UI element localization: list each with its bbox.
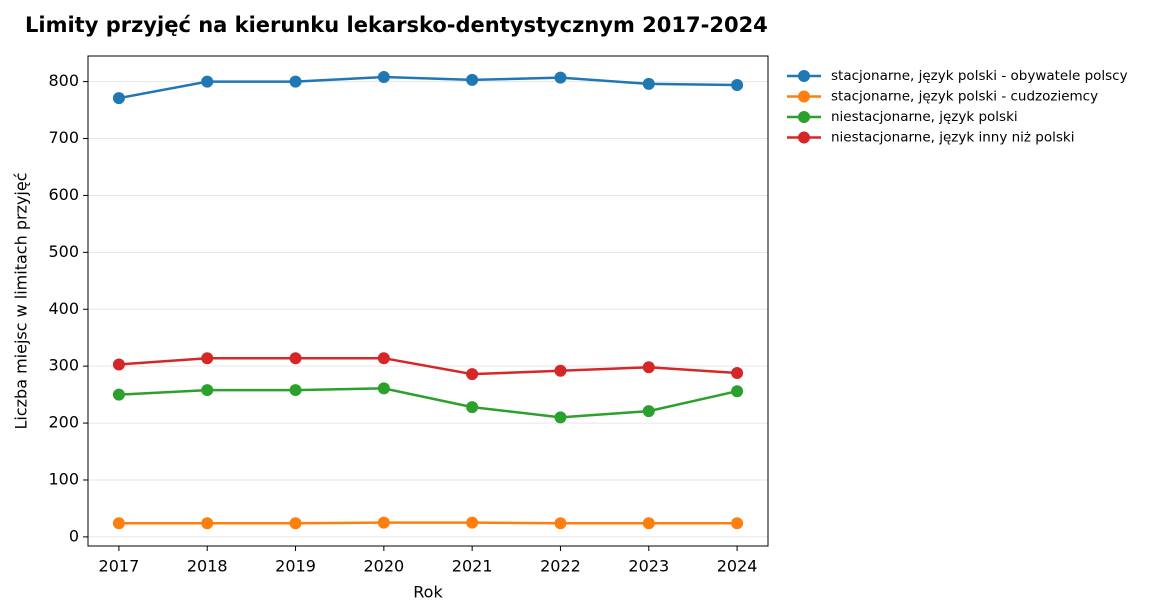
data-point (201, 517, 214, 530)
y-tick-label: 0 (69, 526, 79, 545)
legend-label: niestacjonarne, język inny niż polski (831, 130, 1074, 146)
data-point (377, 352, 390, 365)
x-tick-label: 2019 (275, 557, 316, 576)
y-tick-label: 400 (48, 299, 79, 318)
y-tick-label: 200 (48, 413, 79, 432)
data-point (201, 352, 214, 365)
data-point (642, 77, 655, 90)
data-point (642, 517, 655, 530)
data-point (466, 401, 479, 414)
x-tick-label: 2024 (717, 557, 758, 576)
data-point (554, 71, 567, 84)
data-point (289, 517, 302, 530)
data-point (642, 361, 655, 374)
data-point (112, 388, 125, 401)
x-tick-label: 2022 (540, 557, 581, 576)
legend-label: niestacjonarne, język polski (831, 109, 1018, 125)
data-point (289, 75, 302, 88)
legend-label: stacjonarne, język polski - obywatele po… (831, 68, 1128, 84)
data-point (201, 384, 214, 397)
y-tick-label: 700 (48, 128, 79, 147)
data-point (554, 517, 567, 530)
data-point (731, 385, 744, 398)
y-tick-label: 100 (48, 469, 79, 488)
data-point (377, 516, 390, 529)
data-point (642, 405, 655, 418)
data-point (112, 517, 125, 530)
legend-marker (798, 70, 810, 82)
chart-title: Limity przyjęć na kierunku lekarsko-dent… (25, 13, 768, 37)
data-point (377, 382, 390, 395)
data-point (289, 352, 302, 365)
legend-label: stacjonarne, język polski - cudzoziemcy (831, 89, 1098, 105)
legend-marker (798, 131, 810, 144)
data-point (112, 92, 125, 105)
data-point (112, 358, 125, 371)
x-tick-label: 2020 (363, 557, 404, 576)
data-point (201, 75, 214, 88)
data-point (466, 516, 479, 529)
y-axis-label: Liczba miejsc w limitach przyjęć (12, 172, 31, 429)
x-tick-label: 2017 (99, 557, 140, 576)
series-line (118, 521, 738, 525)
legend-marker (798, 111, 810, 123)
series-line (118, 356, 738, 376)
data-point (466, 73, 479, 86)
x-tick-label: 2023 (628, 557, 669, 576)
x-tick-label: 2018 (187, 557, 228, 576)
legend-marker (798, 90, 810, 103)
data-point (731, 366, 744, 379)
x-axis-label: Rok (413, 583, 443, 600)
data-point (289, 384, 302, 397)
series-line (118, 387, 738, 419)
series-line (118, 75, 738, 100)
data-point (731, 517, 744, 530)
y-tick-label: 600 (48, 185, 79, 204)
y-tick-label: 300 (48, 356, 79, 375)
data-point (554, 411, 567, 424)
y-tick-label: 800 (48, 71, 79, 90)
x-tick-label: 2021 (452, 557, 493, 576)
data-point (554, 364, 567, 377)
plot-frame (87, 55, 769, 547)
data-point (377, 71, 390, 84)
data-point (731, 79, 744, 92)
y-tick-label: 500 (48, 242, 79, 261)
data-point (466, 368, 479, 381)
